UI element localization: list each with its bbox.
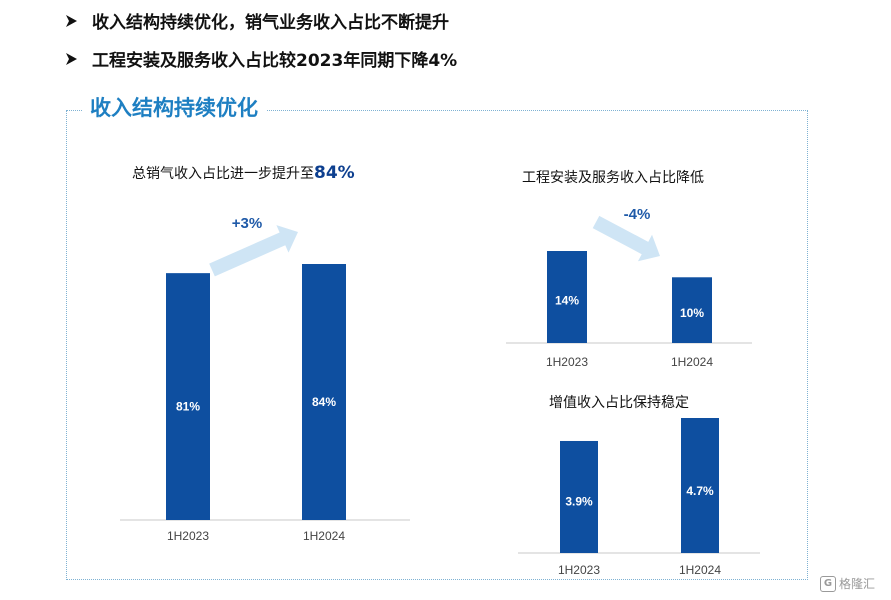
value-label-1-1H2024: 84% <box>312 395 336 409</box>
value-label-3-1H2024: 4.7% <box>686 484 714 498</box>
bullet-text-1: 收入结构持续优化，销气业务收入占比不断提升 <box>92 13 449 33</box>
trend-arrow-1 <box>209 225 298 277</box>
bar-3-1H2023 <box>560 440 598 553</box>
bar-2-1H2024 <box>672 277 712 343</box>
tick-label-1-1H2024: 1H2024 <box>303 529 345 543</box>
bar-3-1H2024 <box>681 418 719 553</box>
bullet-text-2: 工程安装及服务收入占比较2023年同期下降4% <box>92 51 458 71</box>
value-label-2-1H2024: 10% <box>680 306 704 320</box>
change-label-2: -4% <box>624 206 651 223</box>
chart-2-title: 工程安装及服务收入占比降低 <box>522 170 704 186</box>
tick-label-3-1H2024: 1H2024 <box>679 563 721 577</box>
bullet-point-1: 收入结构持续优化，销气业务收入占比不断提升 <box>64 8 449 33</box>
trend-arrow-2 <box>592 215 660 262</box>
watermark: G 格隆汇 <box>820 575 875 592</box>
arrowhead-bullet-icon <box>66 14 77 27</box>
bar-1-1H2023 <box>166 273 210 520</box>
arrowhead-bullet-icon <box>66 52 77 65</box>
tick-label-3-1H2023: 1H2023 <box>558 563 600 577</box>
change-label-1: +3% <box>232 215 262 232</box>
value-label-2-1H2023: 14% <box>555 294 579 308</box>
section-frame <box>66 110 808 580</box>
chart-1-title: 总销气收入占比进一步提升至84% <box>132 163 355 183</box>
bullet-point-2: 工程安装及服务收入占比较2023年同期下降4% <box>64 46 457 71</box>
value-label-3-1H2023: 3.9% <box>565 494 593 508</box>
bar-2-1H2023 <box>547 251 587 343</box>
tick-label-1-1H2023: 1H2023 <box>167 529 209 543</box>
watermark-logo: G <box>820 575 836 592</box>
bar-1-1H2024 <box>302 264 346 520</box>
tick-label-2-1H2023: 1H2023 <box>546 355 588 369</box>
chart-1-title-highlight: 84% <box>314 163 355 183</box>
tick-label-2-1H2024: 1H2024 <box>671 355 713 369</box>
section-title: 收入结构持续优化 <box>82 92 266 122</box>
watermark-text: 格隆汇 <box>839 577 876 591</box>
chart-1-title-text: 总销气收入占比进一步提升至 <box>132 166 314 182</box>
chart-3-title: 增值收入占比保持稳定 <box>549 395 689 411</box>
value-label-1-1H2023: 81% <box>176 399 200 413</box>
